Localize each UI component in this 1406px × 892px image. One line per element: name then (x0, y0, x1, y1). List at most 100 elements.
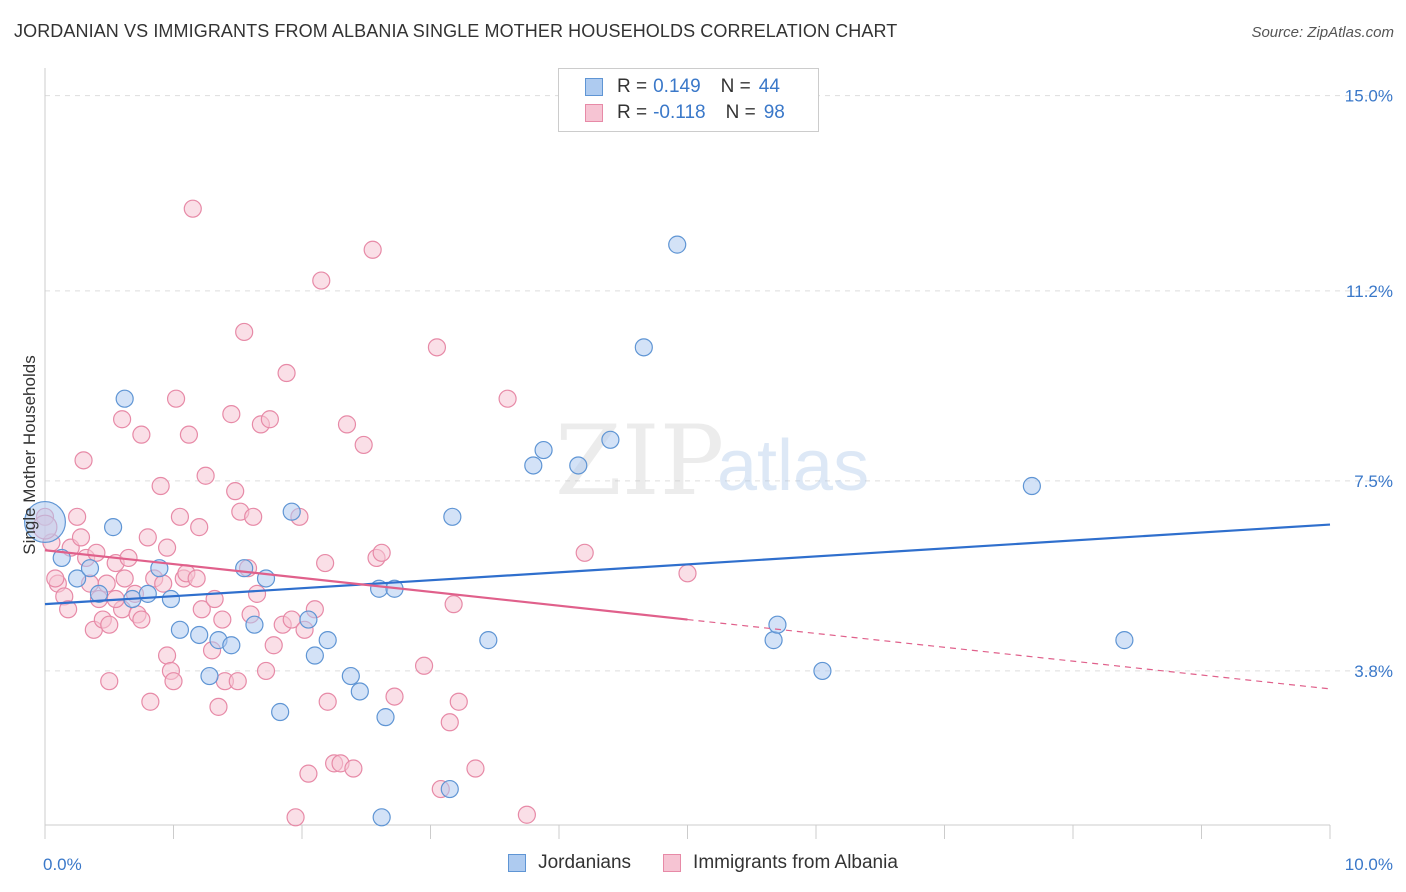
data-point (363, 240, 382, 259)
data-point (68, 507, 87, 526)
legend-n-label: N = (725, 102, 756, 123)
data-point (427, 338, 447, 357)
data-point (337, 415, 357, 434)
data-point (376, 708, 395, 727)
data-point (350, 682, 369, 701)
data-point (260, 410, 279, 429)
data-point (235, 559, 254, 578)
data-point (179, 425, 199, 444)
data-point (46, 569, 65, 588)
data-point (100, 615, 119, 634)
legend-swatch-blue (585, 78, 603, 96)
legend-n-value: 44 (758, 76, 780, 97)
data-point (271, 702, 290, 722)
legend-r-label: R = (617, 102, 648, 123)
data-point (444, 595, 463, 614)
data-point (440, 713, 459, 732)
data-point (299, 610, 318, 629)
data-point (1115, 631, 1134, 650)
data-point (764, 631, 783, 650)
legend-swatch-blue (508, 854, 527, 872)
data-point (24, 500, 66, 543)
data-point (132, 425, 151, 444)
data-point (449, 692, 468, 711)
legend-row-jordanians: R = 0.149 N = 44 (585, 74, 780, 100)
y-tick-label: 15.0% (1345, 87, 1393, 106)
legend-label: Immigrants from Albania (693, 852, 898, 873)
data-point (312, 271, 331, 290)
chart-title: JORDANIAN VS IMMIGRANTS FROM ALBANIA SIN… (14, 21, 898, 41)
legend-r-value: 0.149 (653, 76, 701, 97)
data-point (52, 548, 71, 568)
data-point (104, 518, 123, 537)
data-point (1022, 476, 1041, 496)
data-point (132, 610, 151, 629)
legend-n-label: N = (720, 76, 751, 97)
y-axis-label: Single Mother Households (20, 355, 39, 554)
data-point (209, 697, 228, 716)
data-point (235, 322, 254, 342)
data-point (226, 482, 245, 501)
trend-lines (44, 523, 1331, 690)
data-point (151, 476, 170, 496)
data-point (341, 666, 360, 686)
data-point (569, 456, 588, 475)
data-point (170, 507, 190, 526)
legend-label: Jordanians (538, 852, 632, 873)
series-legend: Jordanians Immigrants from Albania (0, 852, 1406, 874)
data-point (115, 569, 134, 588)
data-point (115, 389, 134, 408)
y-tick-label: 11.2% (1346, 282, 1393, 301)
data-point (768, 615, 787, 634)
data-point (183, 199, 202, 218)
data-point (187, 569, 206, 588)
data-point (247, 584, 267, 603)
y-tick-label: 7.5% (1354, 472, 1393, 491)
data-point (190, 625, 209, 645)
data-point (440, 779, 459, 799)
data-point (89, 584, 109, 603)
x-tick-label: 10.0% (1345, 855, 1393, 874)
data-point (277, 363, 296, 383)
data-point (138, 528, 157, 547)
data-point (385, 687, 404, 706)
data-point (372, 543, 391, 562)
data-point (813, 661, 832, 681)
data-point (87, 543, 106, 562)
data-point (443, 507, 462, 526)
data-point (222, 405, 241, 424)
y-tick-label: 3.8% (1354, 662, 1393, 681)
data-point (190, 518, 209, 537)
trend-line-extrapolated (687, 618, 1331, 690)
data-point (634, 338, 653, 357)
data-point (59, 600, 78, 619)
data-point (479, 631, 498, 650)
data-point (575, 543, 594, 562)
legend-item-jordanians[interactable]: Jordanians (508, 852, 631, 874)
data-point (164, 672, 183, 691)
data-point (318, 631, 337, 650)
data-point (354, 435, 373, 455)
data-point (71, 528, 91, 547)
data-point (414, 656, 434, 675)
data-point (264, 636, 283, 655)
data-point (213, 610, 232, 629)
data-point (282, 502, 301, 521)
data-point (157, 538, 177, 557)
data-point (112, 410, 132, 429)
data-point (498, 389, 517, 408)
data-point (245, 615, 264, 634)
data-point (157, 646, 177, 665)
watermark-atlas: atlas (717, 426, 869, 506)
series-jordanians (24, 235, 1134, 827)
data-point (200, 666, 219, 686)
legend-item-albania[interactable]: Immigrants from Albania (663, 852, 898, 874)
legend-swatch-pink (585, 104, 603, 122)
data-point (517, 805, 536, 824)
data-point (316, 553, 335, 573)
legend-row-albania: R = -0.118 N = 98 (585, 100, 785, 126)
data-point (154, 574, 173, 593)
data-point (372, 808, 391, 827)
legend-swatch-pink (663, 854, 682, 872)
data-point (286, 808, 305, 827)
